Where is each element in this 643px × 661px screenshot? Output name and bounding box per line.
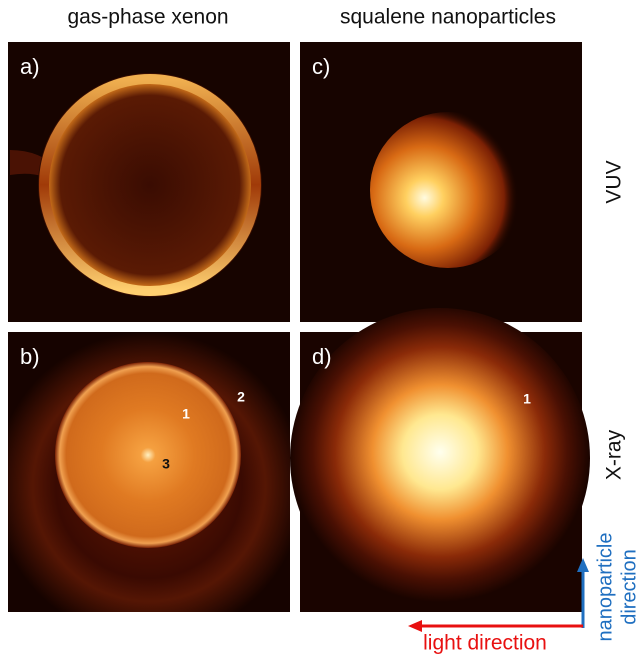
annotation: 1: [182, 406, 190, 422]
annotation: 3: [162, 456, 170, 472]
row-label: VUV: [603, 160, 626, 203]
row-label: X-ray: [603, 429, 626, 480]
arrow-head: [408, 620, 422, 632]
column-header: gas-phase xenon: [67, 6, 228, 29]
arrow-label: direction: [618, 549, 640, 625]
panel-label: a): [20, 54, 40, 79]
panel: b) 1 2 3: [8, 332, 290, 612]
panel: c): [300, 42, 582, 322]
panel-label: d): [312, 344, 332, 369]
panel: d) 1: [290, 308, 590, 612]
panel-label: c): [312, 54, 330, 79]
panel: a): [8, 42, 290, 322]
annotation: 1: [523, 391, 531, 407]
arrow-label: nanoparticle: [594, 533, 616, 642]
annotation: 2: [237, 389, 245, 405]
column-header: squalene nanoparticles: [340, 6, 556, 29]
arrow-label: light direction: [423, 632, 547, 655]
panel-label: b): [20, 344, 40, 369]
figure: gas-phase xenon squalene nanoparticles a…: [0, 0, 643, 656]
